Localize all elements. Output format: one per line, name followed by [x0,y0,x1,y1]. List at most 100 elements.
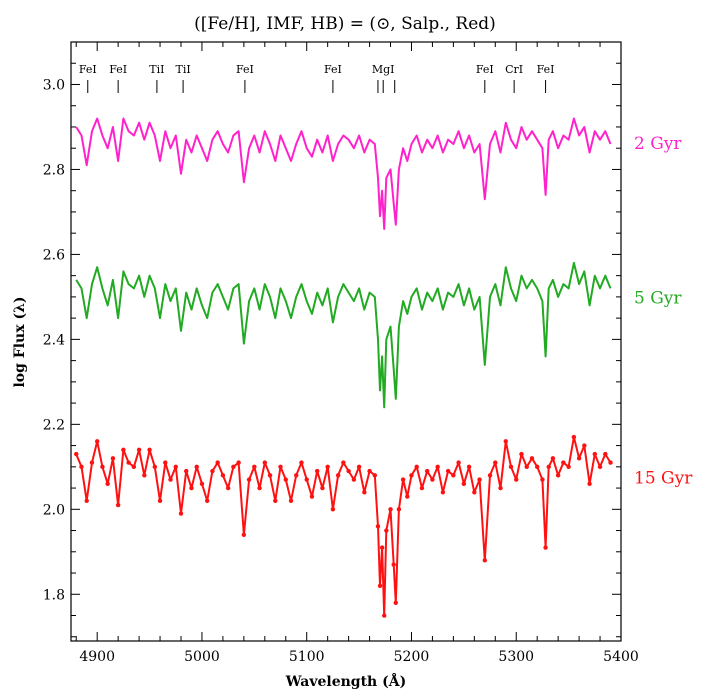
data-point [304,477,309,482]
y-tick-label: 2.2 [43,417,65,433]
data-point [400,477,406,482]
data-point [283,477,288,482]
spectra-series [74,117,613,618]
data-point [550,456,556,461]
data-point [493,460,498,465]
line-label: TiI [175,63,190,76]
data-point [110,456,116,461]
data-point [419,485,425,491]
data-point [372,473,378,478]
data-point [136,447,142,453]
data-point [330,507,336,512]
data-point [603,451,608,457]
data-point [325,464,330,470]
data-point [461,481,467,487]
data-point [430,477,435,482]
data-point [561,460,566,465]
data-point [440,490,446,495]
data-point [105,481,110,487]
data-point [115,502,121,508]
line-label: FeI [476,63,494,76]
data-point [294,473,299,478]
line-label: FeI [236,63,254,76]
chart-title: ([Fe/H], IMF, HB) = (⊙, Salp., Red) [194,14,496,34]
data-point [351,477,357,482]
data-point [592,451,598,457]
data-point [320,485,325,491]
y-tick-label: 1.8 [43,587,65,603]
data-point [335,473,341,478]
line-label: FeI [109,63,127,76]
data-point [278,464,283,470]
series-label: 2 Gyr [634,134,682,154]
y-tick-label: 2.6 [43,247,65,263]
y-tick-label: 2.8 [43,162,65,178]
data-point [445,468,451,474]
data-point [231,464,236,470]
data-point [163,460,168,465]
data-point [79,464,84,470]
data-point [508,464,514,470]
data-point [540,477,545,482]
data-point [189,485,194,491]
data-point [576,456,582,461]
data-point [435,464,440,470]
data-point [582,443,587,448]
data-point [152,464,158,470]
data-point [597,464,603,470]
y-axis: 1.8 2.0 2.2 2.4 2.6 2.8 3.0 [43,41,621,638]
data-point [299,460,304,465]
data-point [346,468,351,474]
data-point [309,494,315,499]
data-point [409,473,414,478]
data-point [379,545,385,550]
data-point [367,468,372,474]
data-point [555,473,561,478]
data-point [121,447,126,453]
data-point [514,477,519,482]
data-point [241,532,247,537]
data-point [487,473,493,478]
data-point [194,464,199,470]
data-point [571,434,577,440]
x-axis: 4900 5000 5100 5200 5300 5400 [75,42,639,665]
series-label: 5 Gyr [634,288,682,308]
data-point [477,477,482,482]
series-labels: 2 Gyr 5 Gyr 15 Gyr [634,134,693,488]
data-point [246,477,252,482]
data-point [89,460,95,465]
x-axis-label: Wavelength (Å) [285,672,406,690]
data-point [126,460,131,465]
data-point [451,473,456,478]
data-point [524,464,529,470]
line-label: FeI [537,63,555,76]
series-line [75,261,612,409]
line-label: TiI [149,63,164,76]
data-point [566,464,571,470]
line-label: MgI [372,63,395,76]
line-label: FeI [324,63,342,76]
data-point [414,464,419,470]
data-point [131,464,137,470]
data-point [199,481,205,487]
data-point [267,473,273,478]
plot-frame [70,41,622,642]
data-point [100,464,105,470]
data-point [396,507,402,512]
data-point [456,460,461,465]
data-point [341,460,346,465]
line-label: CrI [505,63,523,76]
data-point [252,464,257,470]
data-point [157,498,163,504]
data-point [74,451,79,457]
data-point [543,545,548,550]
data-point [204,498,210,504]
data-point [498,485,503,491]
data-point [388,507,393,512]
y-tick-label: 3.0 [43,77,65,93]
data-point [314,468,320,474]
y-tick-label: 2.0 [43,502,65,518]
data-point [236,460,241,465]
data-point [534,464,540,470]
